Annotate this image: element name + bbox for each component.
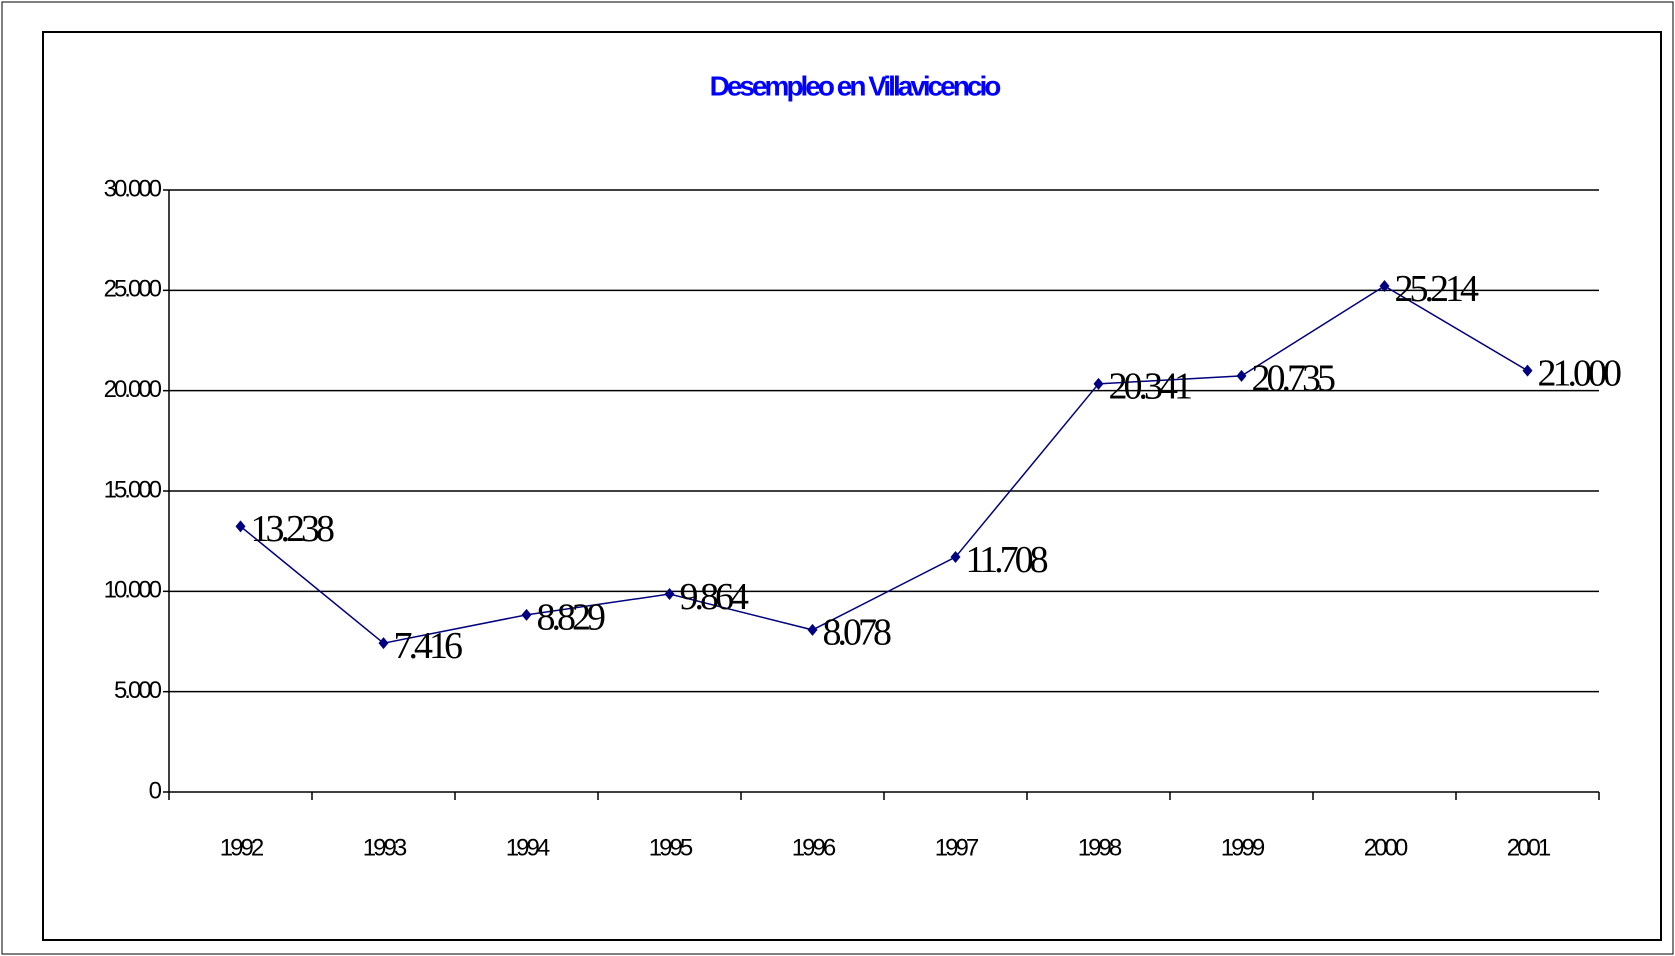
- data-label: 20.341: [1109, 366, 1192, 408]
- data-label: 21.000: [1538, 352, 1622, 394]
- x-tick-label: 2000: [1364, 834, 1408, 861]
- chart-title: Desempleo en Villavicencio: [710, 70, 1002, 101]
- data-point: [807, 623, 818, 636]
- x-tick-label: 1997: [935, 834, 979, 861]
- data-point: [1379, 280, 1390, 293]
- y-tick-label: 15.000: [104, 476, 162, 503]
- x-tick-label: 1992: [220, 834, 264, 861]
- data-point: [1093, 377, 1104, 390]
- data-point: [235, 520, 246, 533]
- x-tick-label: 1996: [792, 834, 836, 861]
- y-tick-label: 10.000: [104, 577, 162, 604]
- data-label: 20.735: [1252, 358, 1336, 400]
- data-label: 8.829: [537, 597, 606, 639]
- y-tick-label: 25.000: [104, 276, 162, 303]
- x-tick-label: 1994: [506, 834, 550, 861]
- x-tick-label: 1998: [1078, 834, 1122, 861]
- y-tick-label: 5.000: [114, 677, 162, 704]
- x-tick-label: 1999: [1221, 834, 1265, 861]
- data-point: [1236, 369, 1247, 382]
- x-tick-label: 2001: [1507, 834, 1551, 861]
- data-label: 11.708: [966, 539, 1048, 581]
- data-point: [378, 637, 389, 650]
- data-label: 13.238: [251, 508, 335, 550]
- y-tick-label: 20.000: [104, 376, 162, 403]
- y-tick-label: 30.000: [104, 175, 162, 202]
- data-point: [521, 608, 532, 621]
- data-label: 7.416: [394, 625, 463, 667]
- data-label: 8.078: [823, 612, 892, 654]
- data-label: 25.214: [1395, 268, 1480, 310]
- data-point: [664, 588, 675, 601]
- data-point: [1522, 364, 1533, 377]
- data-point: [950, 551, 961, 564]
- chart-area: [42, 31, 1662, 941]
- x-tick-label: 1993: [363, 834, 407, 861]
- data-line: [240, 285, 1528, 644]
- x-tick-label: 1995: [649, 834, 693, 861]
- data-label: 9.864: [680, 576, 750, 618]
